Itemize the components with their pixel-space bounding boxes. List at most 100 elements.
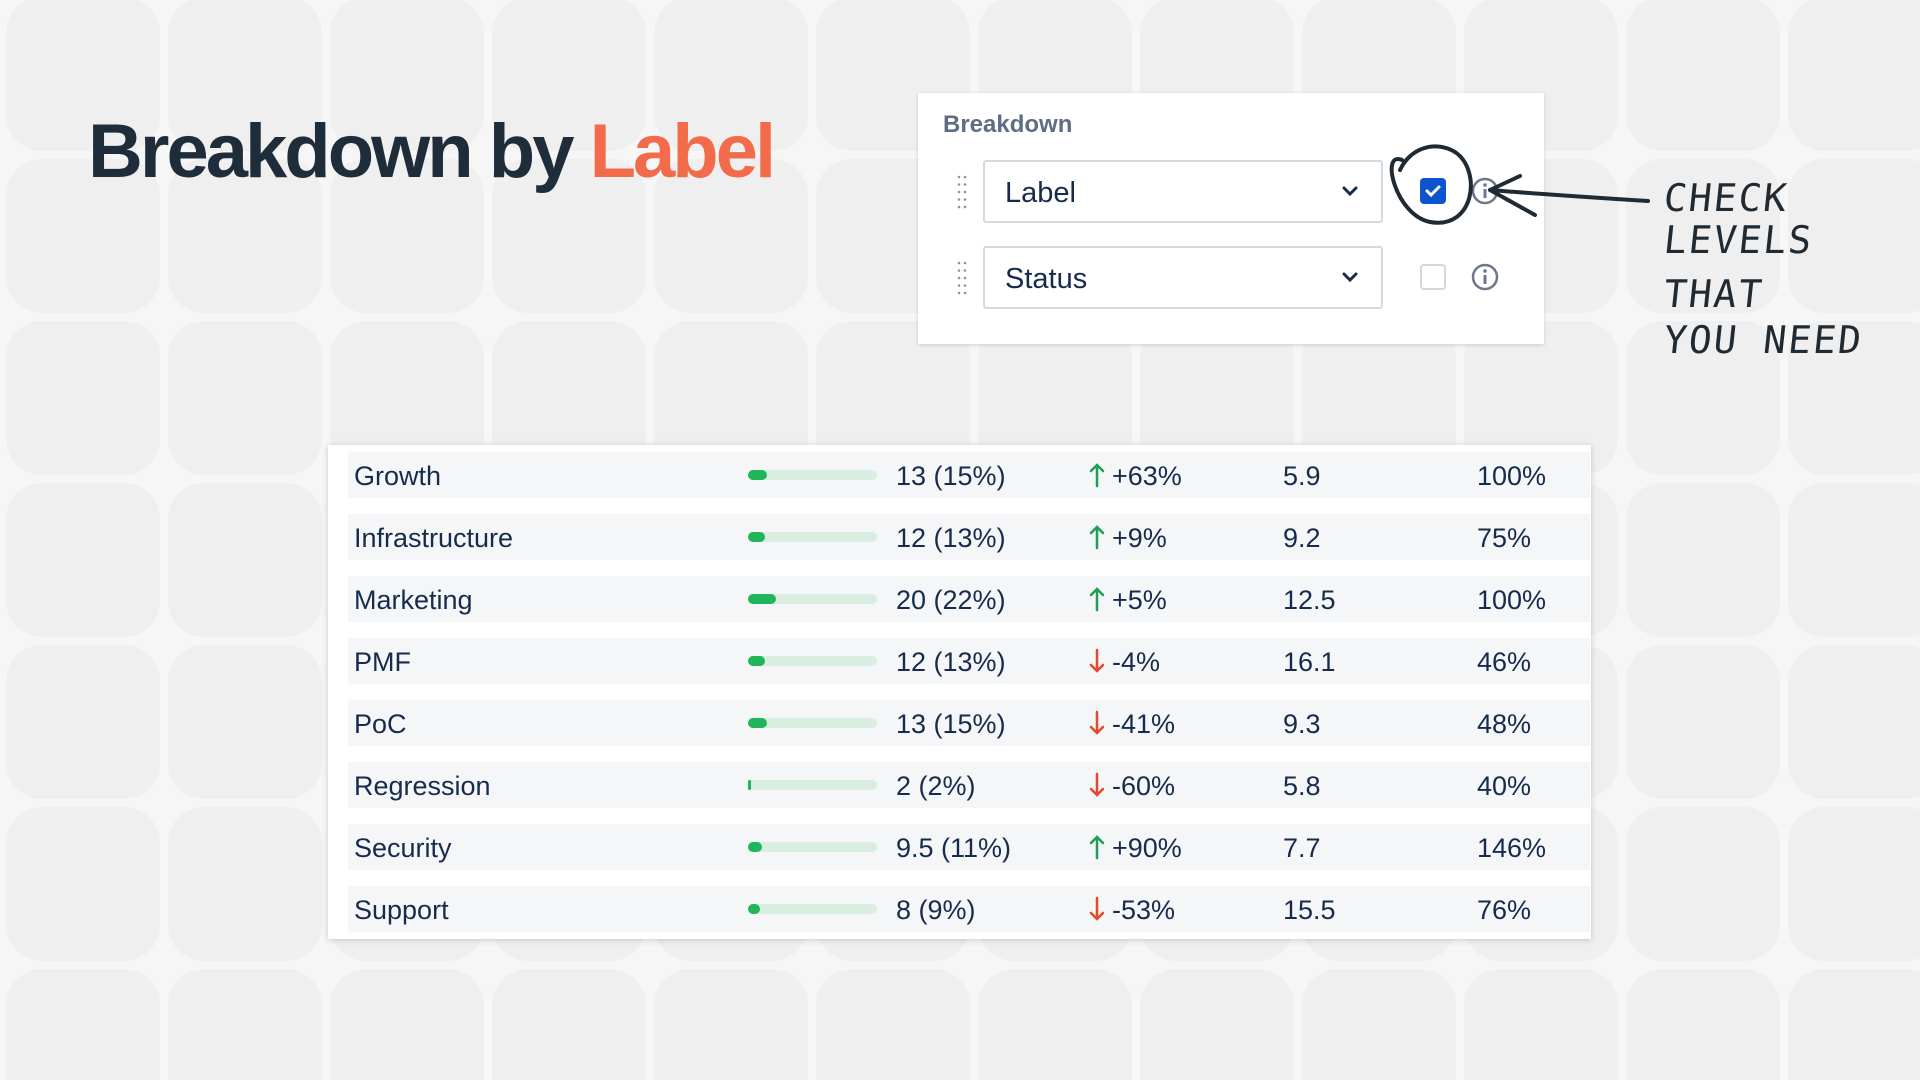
- row-label: PoC: [354, 709, 407, 739]
- info-icon[interactable]: [1470, 262, 1500, 292]
- annotation-line: THAT: [1661, 272, 1766, 316]
- level-checkbox[interactable]: [1420, 178, 1446, 204]
- average: 9.2: [1283, 523, 1321, 553]
- select-value: Status: [1005, 263, 1088, 295]
- trend: +90%: [1112, 833, 1182, 863]
- trend: -53%: [1112, 895, 1176, 925]
- share-bar: [748, 532, 765, 542]
- share-bar: [748, 718, 768, 728]
- grip-dot: [963, 198, 967, 201]
- rate: 75%: [1477, 523, 1532, 553]
- title-accent: Label: [589, 109, 776, 194]
- count: 2 (2%): [896, 771, 976, 801]
- grip-dot: [963, 276, 967, 280]
- grip-dot: [957, 291, 961, 295]
- trend: +9%: [1112, 523, 1167, 553]
- trend-arrow: [1089, 587, 1105, 612]
- rate: 46%: [1477, 647, 1532, 677]
- check-path: [1425, 185, 1441, 198]
- rate: 76%: [1477, 895, 1532, 925]
- trend-up-icon: [1089, 463, 1105, 488]
- share-track: [748, 594, 877, 604]
- trend: -41%: [1112, 709, 1176, 739]
- title-text: Breakdown by: [88, 109, 574, 194]
- annotation-line: YOU NEED: [1661, 318, 1866, 362]
- level-select[interactable]: Label: [983, 160, 1383, 223]
- grip-dot: [963, 205, 967, 209]
- table-row: PoC 13 (15%) -41% 9.3 48%: [348, 700, 1590, 746]
- grip-dot: [957, 183, 961, 186]
- average: 15.5: [1283, 895, 1336, 925]
- trend-up-icon: [1089, 525, 1105, 550]
- trend: -60%: [1112, 771, 1176, 801]
- average: 12.5: [1283, 585, 1336, 615]
- grip-dot: [963, 261, 967, 265]
- share-track: [748, 656, 877, 666]
- grip-dot: [957, 190, 961, 194]
- grip-dot: [963, 291, 967, 295]
- breakdown-panel: Breakdown Label Status: [918, 93, 1544, 344]
- trend-down-icon: [1089, 772, 1105, 797]
- average: 5.8: [1283, 771, 1321, 801]
- trend-down-icon: [1089, 648, 1105, 673]
- share-bar: [748, 594, 777, 604]
- trend-up-icon: [1089, 835, 1105, 860]
- table-row: Infrastructure 12 (13%) +9% 9.2 75%: [348, 514, 1590, 560]
- count: 8 (9%): [896, 895, 976, 925]
- level-select[interactable]: Status: [983, 246, 1383, 309]
- share-track: [748, 470, 877, 480]
- page-title: Breakdown by Label: [88, 108, 776, 195]
- chevron: [1342, 272, 1358, 283]
- trend-arrow: [1089, 710, 1105, 735]
- grip-dot: [957, 284, 961, 287]
- table-row: Marketing 20 (22%) +5% 12.5 100%: [348, 576, 1590, 622]
- share-bar: [748, 656, 765, 666]
- row-label: Security: [354, 833, 452, 863]
- average: 7.7: [1283, 833, 1321, 863]
- grip-dot: [963, 175, 967, 179]
- drag-handle: [957, 175, 967, 209]
- info-dot: [1483, 183, 1487, 187]
- annotation-line: LEVELS: [1661, 218, 1816, 262]
- row-label: Growth: [354, 461, 442, 491]
- info-bar: [1483, 189, 1487, 198]
- trend-arrow: [1089, 463, 1105, 488]
- drag-handle: [957, 261, 967, 295]
- share-track: [748, 718, 877, 728]
- rate: 146%: [1477, 833, 1547, 863]
- share-bar: [748, 904, 760, 914]
- count: 12 (13%): [896, 523, 1006, 553]
- trend-arrow: [1089, 896, 1105, 921]
- row-label: Marketing: [354, 585, 473, 615]
- select-value: Label: [1005, 177, 1076, 209]
- count: 13 (15%): [896, 709, 1006, 739]
- trend-arrow: [1089, 648, 1105, 673]
- grip-dot: [957, 261, 961, 265]
- trend: +63%: [1112, 461, 1182, 491]
- share-bar: [748, 842, 763, 852]
- info-dot: [1483, 269, 1487, 273]
- trend: -4%: [1112, 647, 1161, 677]
- table-row: Security 9.5 (11%) +90% 7.7 146%: [348, 824, 1590, 870]
- info-ring: [1471, 263, 1499, 291]
- count: 13 (15%): [896, 461, 1006, 491]
- share-track: [748, 842, 877, 852]
- grip-dot: [957, 205, 961, 209]
- rate: 40%: [1477, 771, 1532, 801]
- info-icon[interactable]: [1470, 176, 1500, 206]
- average: 16.1: [1283, 647, 1336, 677]
- share-bar: [748, 470, 768, 480]
- row-label: Infrastructure: [354, 523, 514, 553]
- chevron: [1342, 186, 1358, 197]
- chevron-path: [1342, 186, 1358, 197]
- share-track: [748, 780, 877, 790]
- grip-dot: [957, 269, 961, 272]
- level-checkbox[interactable]: [1420, 264, 1446, 290]
- grip-dot: [963, 284, 967, 287]
- info-bar: [1483, 275, 1487, 284]
- trend-arrow: [1089, 525, 1105, 550]
- trend-arrow: [1089, 835, 1105, 860]
- table-row: Regression 2 (2%) -60% 5.8 40%: [348, 762, 1590, 808]
- trend-arrow: [1089, 772, 1105, 797]
